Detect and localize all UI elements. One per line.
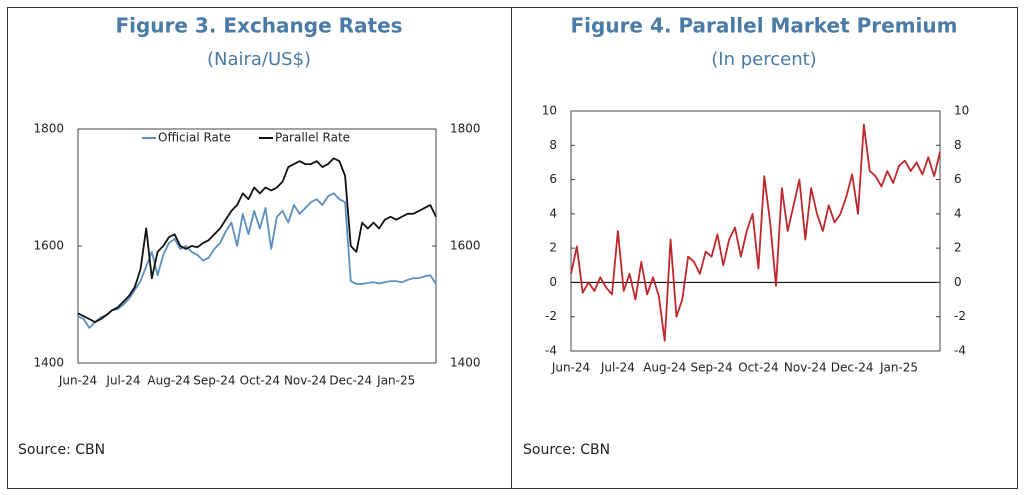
x-tick-label: Dec-24 [329,374,372,388]
chart-subtitle: (In percent) [711,49,816,70]
y2-tick-label: 0 [954,275,962,289]
y2-tick-label: 6 [954,172,962,186]
y-tick-label: 4 [549,206,557,220]
y2-tick-label: 4 [954,206,962,220]
plot-frame [77,128,437,364]
legend-label: Parallel Rate [275,131,350,145]
x-tick-label: Jan-25 [879,361,918,375]
y2-tick-label: 8 [954,138,962,152]
x-tick-label: Sep-24 [193,374,235,388]
x-tick-label: Jun-24 [58,374,97,388]
x-tick-label: Nov-24 [784,361,827,375]
source-note: Source: CBN [523,442,610,458]
y2-tick-label: 2 [954,241,962,255]
y2-tick-label: 1800 [450,122,481,136]
x-tick-label: Sep-24 [690,361,732,375]
y2-tick-label: 1400 [450,356,481,370]
x-tick-label: Aug-24 [643,361,686,375]
y-tick-label: 1600 [33,239,64,253]
y-tick-label: 10 [542,104,557,118]
chart-subtitle: (Naira/US$) [207,49,311,70]
x-tick-label: Oct-24 [240,374,280,388]
y2-tick-label: 10 [954,104,969,118]
x-tick-label: Jul-24 [600,361,635,375]
x-tick-label: Jan-25 [376,374,415,388]
y-tick-label: -2 [545,309,557,323]
source-note: Source: CBN [18,442,105,458]
y-tick-label: -4 [545,344,557,358]
legend-label: Official Rate [158,131,231,145]
y2-tick-label: -2 [954,309,966,323]
data-line [77,192,437,329]
y2-tick-label: 1600 [450,239,481,253]
y-tick-label: 1400 [33,356,64,370]
y-tick-label: 2 [549,241,557,255]
chart-title: Figure 4. Parallel Market Premium [571,14,958,38]
y-tick-label: 0 [549,275,557,289]
x-tick-label: Oct-24 [738,361,778,375]
data-line [77,157,437,323]
data-line [570,123,941,342]
x-tick-label: Dec-24 [831,361,874,375]
panel-frame [511,7,1018,489]
x-tick-label: Aug-24 [147,374,190,388]
y2-tick-label: -4 [954,344,966,358]
y-tick-label: 6 [549,172,557,186]
plot-frame [570,110,941,352]
chart-title: Figure 3. Exchange Rates [115,14,402,38]
y-tick-label: 1800 [33,122,64,136]
x-tick-label: Nov-24 [284,374,327,388]
x-tick-label: Jun-24 [551,361,590,375]
x-tick-label: Jul-24 [105,374,140,388]
y-tick-label: 8 [549,138,557,152]
